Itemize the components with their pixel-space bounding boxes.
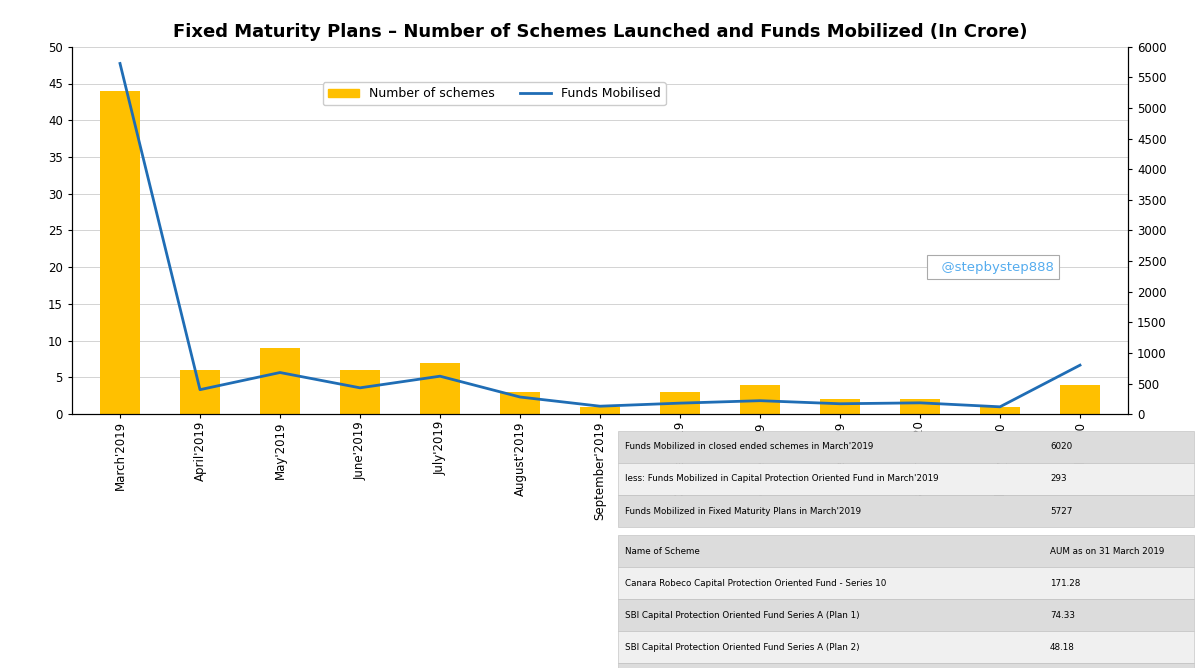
Bar [980, 407, 1020, 414]
Text: 6020: 6020 [1050, 442, 1073, 452]
Text: 48.18: 48.18 [1050, 643, 1075, 652]
Bar [180, 370, 220, 414]
Text: AUM as on 31 March 2019: AUM as on 31 March 2019 [1050, 546, 1164, 556]
Text: less: Funds Mobilized in Capital Protection Oriented Fund in March'2019: less: Funds Mobilized in Capital Protect… [625, 474, 938, 484]
Text: Fixed Maturity Plans – Number of Schemes Launched and Funds Mobilized (In Crore): Fixed Maturity Plans – Number of Schemes… [173, 23, 1027, 41]
Text: Funds Mobilized in Fixed Maturity Plans in March'2019: Funds Mobilized in Fixed Maturity Plans … [625, 506, 862, 516]
Text: Funds Mobilized in closed ended schemes in March'2019: Funds Mobilized in closed ended schemes … [625, 442, 874, 452]
Bar [580, 407, 620, 414]
Bar [260, 348, 300, 414]
Bar [420, 363, 460, 414]
Text: SBI Capital Protection Oriented Fund Series A (Plan 2): SBI Capital Protection Oriented Fund Ser… [625, 643, 860, 652]
Bar [820, 399, 860, 414]
Bar [100, 91, 140, 414]
Text: 171.28: 171.28 [1050, 578, 1080, 588]
Bar [340, 370, 380, 414]
Bar [660, 392, 700, 414]
Text: 74.33: 74.33 [1050, 611, 1075, 620]
Text: Canara Robeco Capital Protection Oriented Fund - Series 10: Canara Robeco Capital Protection Oriente… [625, 578, 887, 588]
Bar [740, 385, 780, 414]
Legend: Number of schemes, Funds Mobilised: Number of schemes, Funds Mobilised [323, 82, 666, 106]
Text: @stepbystep888: @stepbystep888 [932, 261, 1054, 274]
Bar [1060, 385, 1100, 414]
Text: 5727: 5727 [1050, 506, 1073, 516]
Text: SBI Capital Protection Oriented Fund Series A (Plan 1): SBI Capital Protection Oriented Fund Ser… [625, 611, 860, 620]
Text: 293: 293 [1050, 474, 1067, 484]
Bar [900, 399, 940, 414]
Bar [500, 392, 540, 414]
Text: Name of Scheme: Name of Scheme [625, 546, 700, 556]
